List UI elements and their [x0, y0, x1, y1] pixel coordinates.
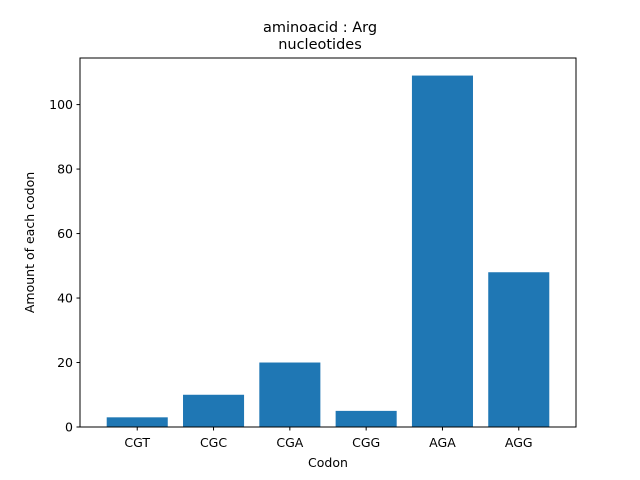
- x-tick-label: CGG: [352, 435, 380, 450]
- y-tick-label: 0: [65, 420, 73, 435]
- bar-agg: [488, 272, 550, 427]
- y-ticks-group: 0 20 40 60 80 100: [49, 97, 80, 435]
- x-tick-label: CGA: [276, 435, 303, 450]
- x-axis-label: Codon: [308, 455, 348, 470]
- y-axis-label: Amount of each codon: [22, 172, 37, 313]
- chart-title-line2: nucleotides: [278, 37, 362, 53]
- y-tick-label: 40: [57, 291, 73, 306]
- bar-aga: [411, 75, 473, 428]
- x-tick-label: CGT: [124, 435, 150, 450]
- y-tick-label: 20: [57, 355, 73, 370]
- x-tick-label: CGC: [200, 435, 227, 450]
- x-tick-label: AGG: [505, 435, 533, 450]
- y-tick-label: 100: [49, 97, 73, 112]
- chart-title-line1: aminoacid : Arg: [263, 20, 377, 36]
- y-tick-label: 60: [57, 226, 73, 241]
- bar-cgg: [335, 410, 397, 427]
- y-tick-label: 80: [57, 162, 73, 177]
- bar-cga: [259, 362, 321, 427]
- bar-cgc: [183, 394, 245, 427]
- bar-cgt: [106, 417, 168, 427]
- x-ticks-group: CGT CGC CGA CGG AGA AGG: [124, 427, 533, 450]
- plot-frame: [79, 57, 577, 428]
- bars-group: [106, 75, 550, 428]
- x-tick-label: AGA: [429, 435, 456, 450]
